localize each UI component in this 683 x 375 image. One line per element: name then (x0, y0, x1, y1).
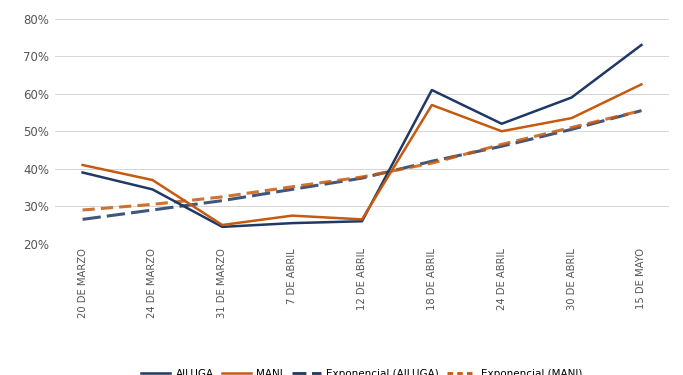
Legend: AILUGA, MANI, Exponencial (AILUGA), Exponencial (MANI): AILUGA, MANI, Exponencial (AILUGA), Expo… (137, 364, 587, 375)
